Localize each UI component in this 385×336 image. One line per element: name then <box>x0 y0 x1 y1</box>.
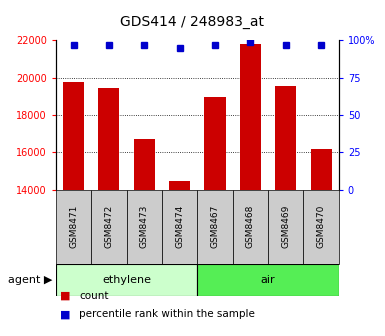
Bar <box>98 88 119 190</box>
FancyBboxPatch shape <box>56 264 197 296</box>
FancyBboxPatch shape <box>91 190 127 264</box>
FancyBboxPatch shape <box>127 190 162 264</box>
Text: GSM8472: GSM8472 <box>104 205 114 248</box>
Text: GSM8474: GSM8474 <box>175 205 184 248</box>
Text: percentile rank within the sample: percentile rank within the sample <box>79 309 255 319</box>
FancyBboxPatch shape <box>268 190 303 264</box>
Text: GDS414 / 248983_at: GDS414 / 248983_at <box>121 15 264 29</box>
Text: ■: ■ <box>60 309 70 319</box>
Text: GSM8467: GSM8467 <box>211 205 219 249</box>
Bar <box>63 82 84 190</box>
Bar <box>240 44 261 190</box>
FancyBboxPatch shape <box>197 264 339 296</box>
Text: GSM8473: GSM8473 <box>140 205 149 249</box>
Bar <box>169 181 190 190</box>
Text: ethylene: ethylene <box>102 275 151 285</box>
FancyBboxPatch shape <box>233 190 268 264</box>
Text: GSM8468: GSM8468 <box>246 205 255 249</box>
Text: air: air <box>261 275 275 285</box>
Text: ■: ■ <box>60 291 70 301</box>
FancyBboxPatch shape <box>162 190 197 264</box>
Text: count: count <box>79 291 109 301</box>
Text: agent ▶: agent ▶ <box>8 275 52 285</box>
Text: GSM8470: GSM8470 <box>316 205 326 249</box>
Text: GSM8471: GSM8471 <box>69 205 78 249</box>
FancyBboxPatch shape <box>303 190 339 264</box>
Text: GSM8469: GSM8469 <box>281 205 290 249</box>
Bar <box>134 139 155 190</box>
Bar <box>311 149 332 190</box>
Bar <box>204 97 226 190</box>
Bar <box>275 86 296 190</box>
FancyBboxPatch shape <box>56 190 91 264</box>
FancyBboxPatch shape <box>197 190 233 264</box>
